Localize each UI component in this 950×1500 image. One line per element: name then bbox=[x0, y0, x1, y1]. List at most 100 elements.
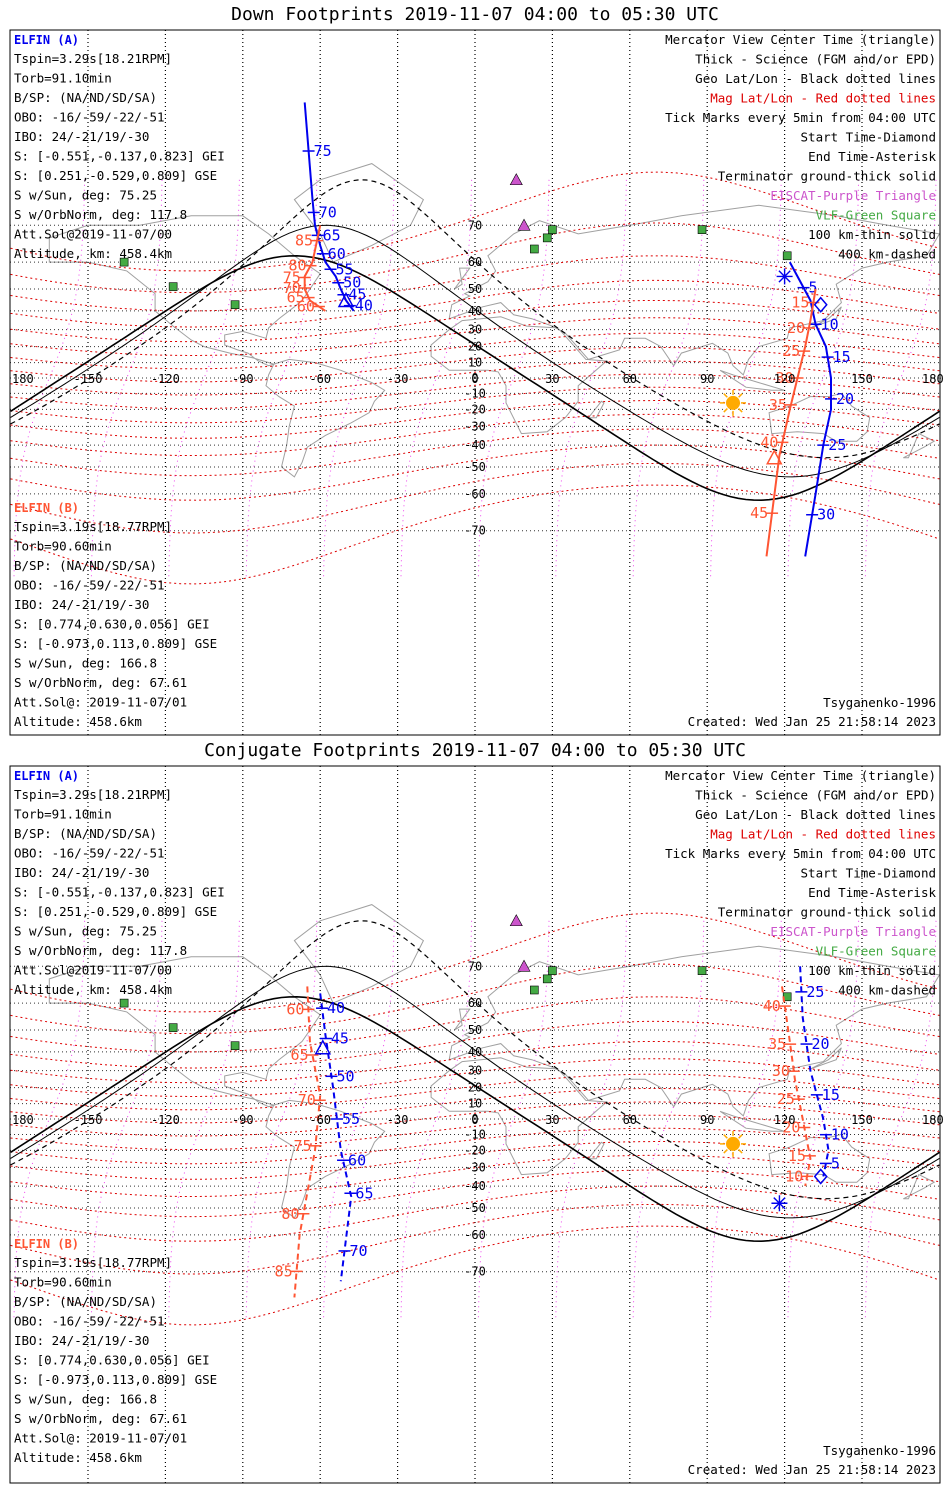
vlf-station-square bbox=[782, 251, 792, 261]
track-tick-label: 30 bbox=[817, 506, 835, 524]
elfin-b-info-line: S w/OrbNorm, deg: 67.61 bbox=[14, 1411, 187, 1426]
land-outline bbox=[48, 215, 321, 367]
sun-ray bbox=[738, 1149, 743, 1154]
latitude-label: 0 bbox=[471, 1112, 478, 1126]
elfin-b-info-line: S w/OrbNorm, deg: 67.61 bbox=[14, 675, 187, 690]
longitude-label: 180 bbox=[922, 372, 944, 386]
elfin-b-info-line: S: [0.774,0.630,0.056] GEI bbox=[14, 1353, 210, 1368]
latitude-label: -50 bbox=[464, 460, 486, 474]
track-tick-label: 40 bbox=[763, 997, 781, 1015]
elfin-a-info-line: Torb=91.10min bbox=[14, 71, 112, 86]
longitude-label: 0 bbox=[471, 372, 478, 386]
track-tick-label: 85 bbox=[275, 1262, 293, 1280]
legend-entry: EISCAT-Purple Triangle bbox=[770, 924, 936, 939]
sun-ray bbox=[738, 393, 743, 398]
track-tick-label: 60 bbox=[286, 1000, 304, 1018]
mag-meridian bbox=[400, 179, 473, 577]
latitude-label: -60 bbox=[464, 1228, 486, 1242]
land-outline bbox=[448, 945, 940, 1117]
latitude-label: 70 bbox=[468, 959, 482, 973]
elfin-b-info-line: Tspin=3.19s[18.77RPM] bbox=[14, 1255, 172, 1270]
elfin-b-info-line: Att.Sol@: 2019-11-07/01 bbox=[14, 695, 187, 710]
longitude-label: 120 bbox=[774, 372, 796, 386]
mag-latitude-line bbox=[10, 912, 940, 1013]
track-tick-label: 60 bbox=[297, 298, 315, 316]
elfin-a-info-line: IBO: 24/-21/19/-30 bbox=[14, 865, 149, 880]
elfin-a-info-line: Att.Sol@2019-11-07/00 bbox=[14, 227, 172, 242]
model-label: Tsyganenko-1996 bbox=[823, 695, 936, 710]
longitude-label: -60 bbox=[309, 372, 331, 386]
elfin-b-info-line: IBO: 24/-21/19/-30 bbox=[14, 1333, 149, 1348]
legend-entry: VLF-Green Square bbox=[816, 944, 936, 959]
elfin-b-info-line: S: [-0.973,0.113,0.809] GSE bbox=[14, 1372, 217, 1387]
latitude-label: -10 bbox=[464, 1127, 486, 1141]
elfin-b-info-line: OBO: -16/-59/-22/-51 bbox=[14, 578, 165, 593]
eiscat-triangle bbox=[517, 218, 531, 231]
vlf-station-square bbox=[168, 282, 178, 291]
elfin-b-info-line: S w/Sun, deg: 166.8 bbox=[14, 656, 157, 671]
sun-ray bbox=[723, 393, 728, 398]
panel-frame bbox=[9, 29, 941, 736]
legend-entry: Tick Marks every 5min from 04:00 UTC bbox=[665, 110, 936, 125]
mag-latitude-line bbox=[10, 413, 940, 456]
panel-title-down: Down Footprints 2019-11-07 04:00 to 05:3… bbox=[231, 4, 719, 25]
legend-entry: Mercator View Center Time (triangle) bbox=[665, 32, 936, 47]
track-tick-label: 75 bbox=[314, 142, 332, 160]
mag-latitude-line bbox=[10, 1041, 940, 1084]
mag-latitude-line bbox=[10, 1088, 940, 1124]
map-area: 7570656055504540858075706560510152025301… bbox=[10, 30, 940, 735]
longitude-label: -90 bbox=[232, 1113, 254, 1127]
legend-entry: Tick Marks every 5min from 04:00 UTC bbox=[665, 846, 936, 861]
mag-latitude-line bbox=[10, 1154, 940, 1197]
land-outline bbox=[903, 432, 936, 459]
elfin-a-info-line: S w/Sun, deg: 75.25 bbox=[14, 924, 157, 939]
latitude-label: 50 bbox=[468, 282, 482, 296]
track-tick-label: 45 bbox=[750, 504, 768, 522]
track-tick-label: 65 bbox=[287, 289, 305, 307]
latitude-label: 20 bbox=[468, 1081, 482, 1095]
mag-latitude-line bbox=[10, 347, 940, 383]
latitude-label: -30 bbox=[464, 1160, 486, 1174]
elfin-a-info-line: S: [-0.551,-0.137,0.823] GEI bbox=[14, 149, 225, 164]
longitude-label: 150 bbox=[851, 372, 873, 386]
track-tick-label: 80 bbox=[289, 257, 307, 275]
legend-entry: 400 km-dashed bbox=[838, 983, 936, 998]
track-tick-label: 30 bbox=[772, 1062, 790, 1080]
land-outline bbox=[453, 1008, 471, 1031]
eiscat-triangle bbox=[517, 959, 531, 972]
asterisk-stroke bbox=[778, 270, 791, 283]
land-outline bbox=[448, 204, 940, 376]
legend-entry: Thick - Science (FGM and/or EPD) bbox=[695, 788, 936, 803]
track-tick-label: 40 bbox=[760, 433, 778, 451]
elfin-b-info-line: Tspin=3.19s[18.77RPM] bbox=[14, 519, 172, 534]
panel-frame bbox=[9, 765, 941, 1484]
longitude-label: 60 bbox=[623, 372, 637, 386]
elfin-a-info-line: B/SP: (NA/ND/SD/SA) bbox=[14, 826, 157, 841]
longitude-label: 30 bbox=[545, 372, 559, 386]
track-tick-label: 15 bbox=[788, 1147, 806, 1165]
land-outline bbox=[453, 267, 471, 290]
latitude-label: -60 bbox=[464, 487, 486, 501]
vlf-station-square bbox=[542, 974, 552, 984]
elfin-a-info-line: Tspin=3.29s[18.21RPM] bbox=[14, 787, 172, 802]
elfin-b-info-line: Altitude: 458.6km bbox=[14, 714, 142, 729]
start-time-diamond bbox=[813, 296, 828, 313]
longitude-label: 150 bbox=[851, 1113, 873, 1127]
legend-entry: Geo Lat/Lon - Black dotted lines bbox=[695, 807, 936, 822]
eiscat-triangle bbox=[509, 914, 523, 927]
track-tick-label: 20 bbox=[782, 1119, 800, 1137]
longitude-label: -90 bbox=[232, 372, 254, 386]
elfin-b-info-line: Att.Sol@: 2019-11-07/01 bbox=[14, 1431, 187, 1446]
longitude-label: -120 bbox=[151, 1113, 180, 1127]
sun-ray bbox=[723, 408, 728, 413]
terminator-400km bbox=[10, 920, 940, 1200]
latitude-label: -70 bbox=[464, 524, 486, 538]
mag-latitude-line bbox=[10, 171, 940, 272]
longitude-label: 120 bbox=[774, 1113, 796, 1127]
footprint-track bbox=[303, 225, 326, 312]
legend-entry: Mag Lat/Lon - Red dotted lines bbox=[710, 91, 936, 106]
latitude-label: -20 bbox=[464, 402, 486, 416]
legend-entry: End Time-Asterisk bbox=[808, 149, 936, 164]
mag-latitude-line bbox=[10, 1225, 940, 1326]
longitude-label: -30 bbox=[387, 1113, 409, 1127]
